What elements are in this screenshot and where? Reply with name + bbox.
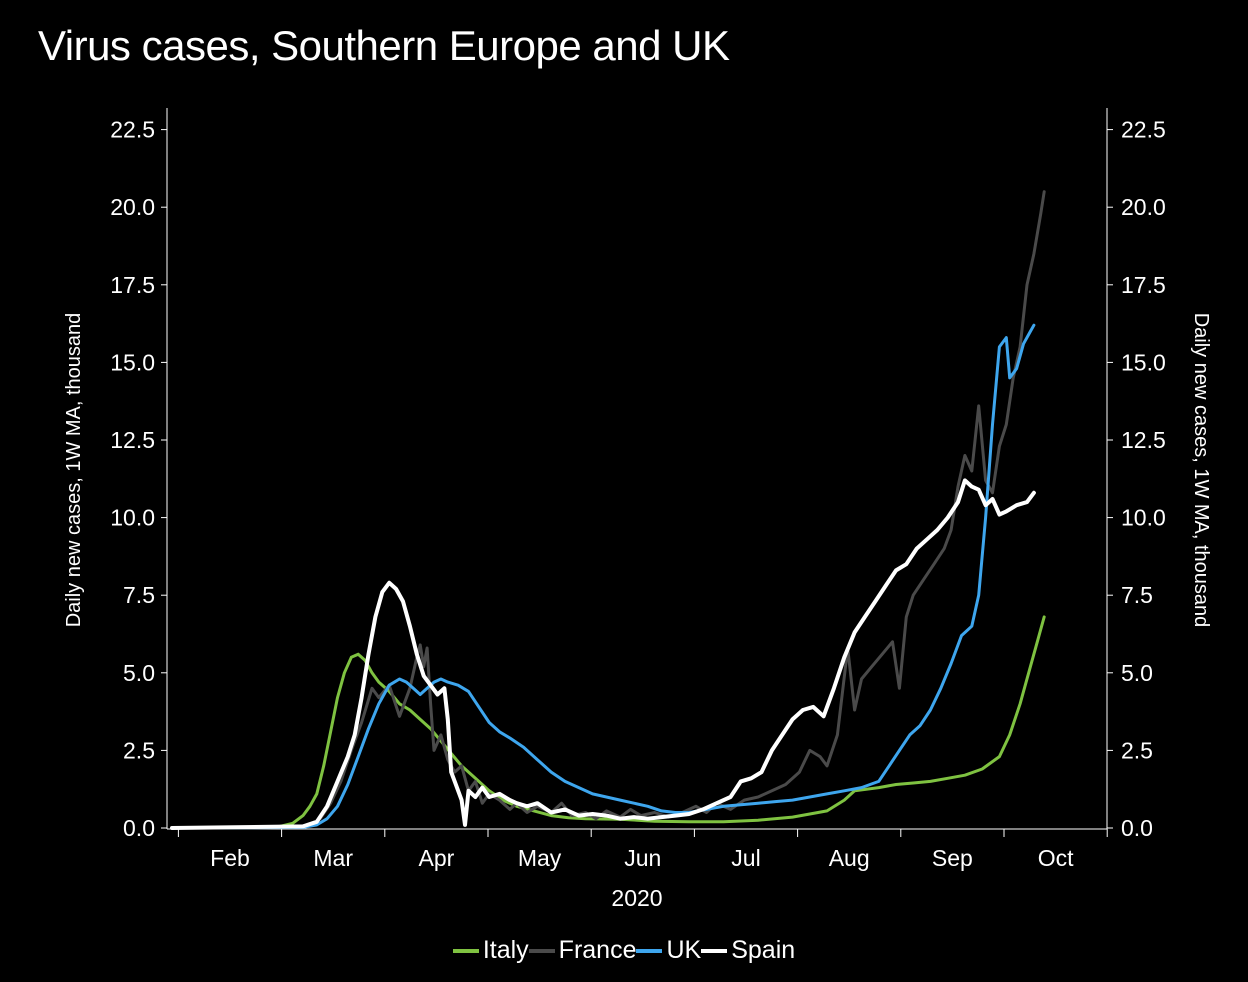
y-tick-label-right: 15.0 — [1121, 349, 1166, 375]
y-tick-label-right: 7.5 — [1121, 582, 1153, 608]
x-tick-label: Jun — [624, 845, 661, 871]
x-tick-label: Mar — [313, 845, 353, 871]
y-axis-label-right: Daily new cases, 1W MA, thousand — [1190, 313, 1212, 628]
x-tick-label: Oct — [1038, 845, 1074, 871]
y-tick-label-left: 15.0 — [110, 349, 155, 375]
legend: Italy France UK Spain — [0, 936, 1248, 965]
legend-label: Italy — [482, 936, 529, 964]
legend-swatch — [636, 948, 663, 953]
y-tick-label-right: 12.5 — [1121, 427, 1166, 453]
y-tick-label-left: 2.5 — [123, 737, 155, 763]
y-tick-label-left: 0.0 — [123, 815, 155, 841]
legend-label: France — [558, 936, 637, 964]
x-tick-label: Sep — [932, 845, 973, 871]
y-tick-label-right: 0.0 — [1121, 815, 1153, 841]
legend-label: UK — [666, 936, 702, 964]
legend-swatch — [701, 948, 728, 953]
x-tick-label: Feb — [210, 845, 250, 871]
y-tick-label-right: 20.0 — [1121, 194, 1166, 220]
legend-swatch — [452, 948, 479, 953]
legend-swatch — [528, 948, 555, 953]
legend-label: Spain — [731, 936, 796, 964]
x-tick-label: Aug — [829, 845, 870, 871]
y-tick-label-left: 12.5 — [110, 427, 155, 453]
x-tick-label: Jul — [731, 845, 760, 871]
y-tick-label-left: 20.0 — [110, 194, 155, 220]
x-tick-label: May — [518, 845, 562, 871]
y-tick-label-left: 5.0 — [123, 660, 155, 686]
chart-title: Virus cases, Southern Europe and UK — [38, 22, 730, 69]
y-tick-label-left: 22.5 — [110, 117, 155, 143]
y-tick-label-right: 2.5 — [1121, 737, 1153, 763]
y-tick-label-left: 17.5 — [110, 272, 155, 298]
legend-item-france: France — [528, 936, 637, 965]
y-axis-label-left: Daily new cases, 1W MA, thousand — [63, 313, 85, 628]
y-tick-label-right: 5.0 — [1121, 660, 1153, 686]
y-tick-label-left: 7.5 — [123, 582, 155, 608]
axes: 0.0 0.0 2.5 2.5 5.0 5.0 7.5 7.5 10.0 10.0 12.5 12.5… — [63, 108, 1212, 911]
legend-item-spain: Spain — [701, 936, 795, 965]
series-line-uk — [170, 323, 1036, 830]
y-tick-label-left: 10.0 — [110, 505, 155, 531]
y-tick-label-right: 17.5 — [1121, 272, 1166, 298]
series-line-italy — [170, 615, 1046, 830]
legend-item-italy: Italy — [452, 936, 529, 965]
y-tick-label-right: 22.5 — [1121, 117, 1166, 143]
legend-item-uk: UK — [636, 936, 701, 965]
series-line-france — [170, 190, 1046, 830]
series-line-spain — [170, 478, 1036, 830]
series-lines — [170, 190, 1046, 830]
x-axis-label: 2020 — [611, 885, 662, 911]
y-tick-label-right: 10.0 — [1121, 505, 1166, 531]
x-tick-label: Apr — [419, 845, 455, 871]
